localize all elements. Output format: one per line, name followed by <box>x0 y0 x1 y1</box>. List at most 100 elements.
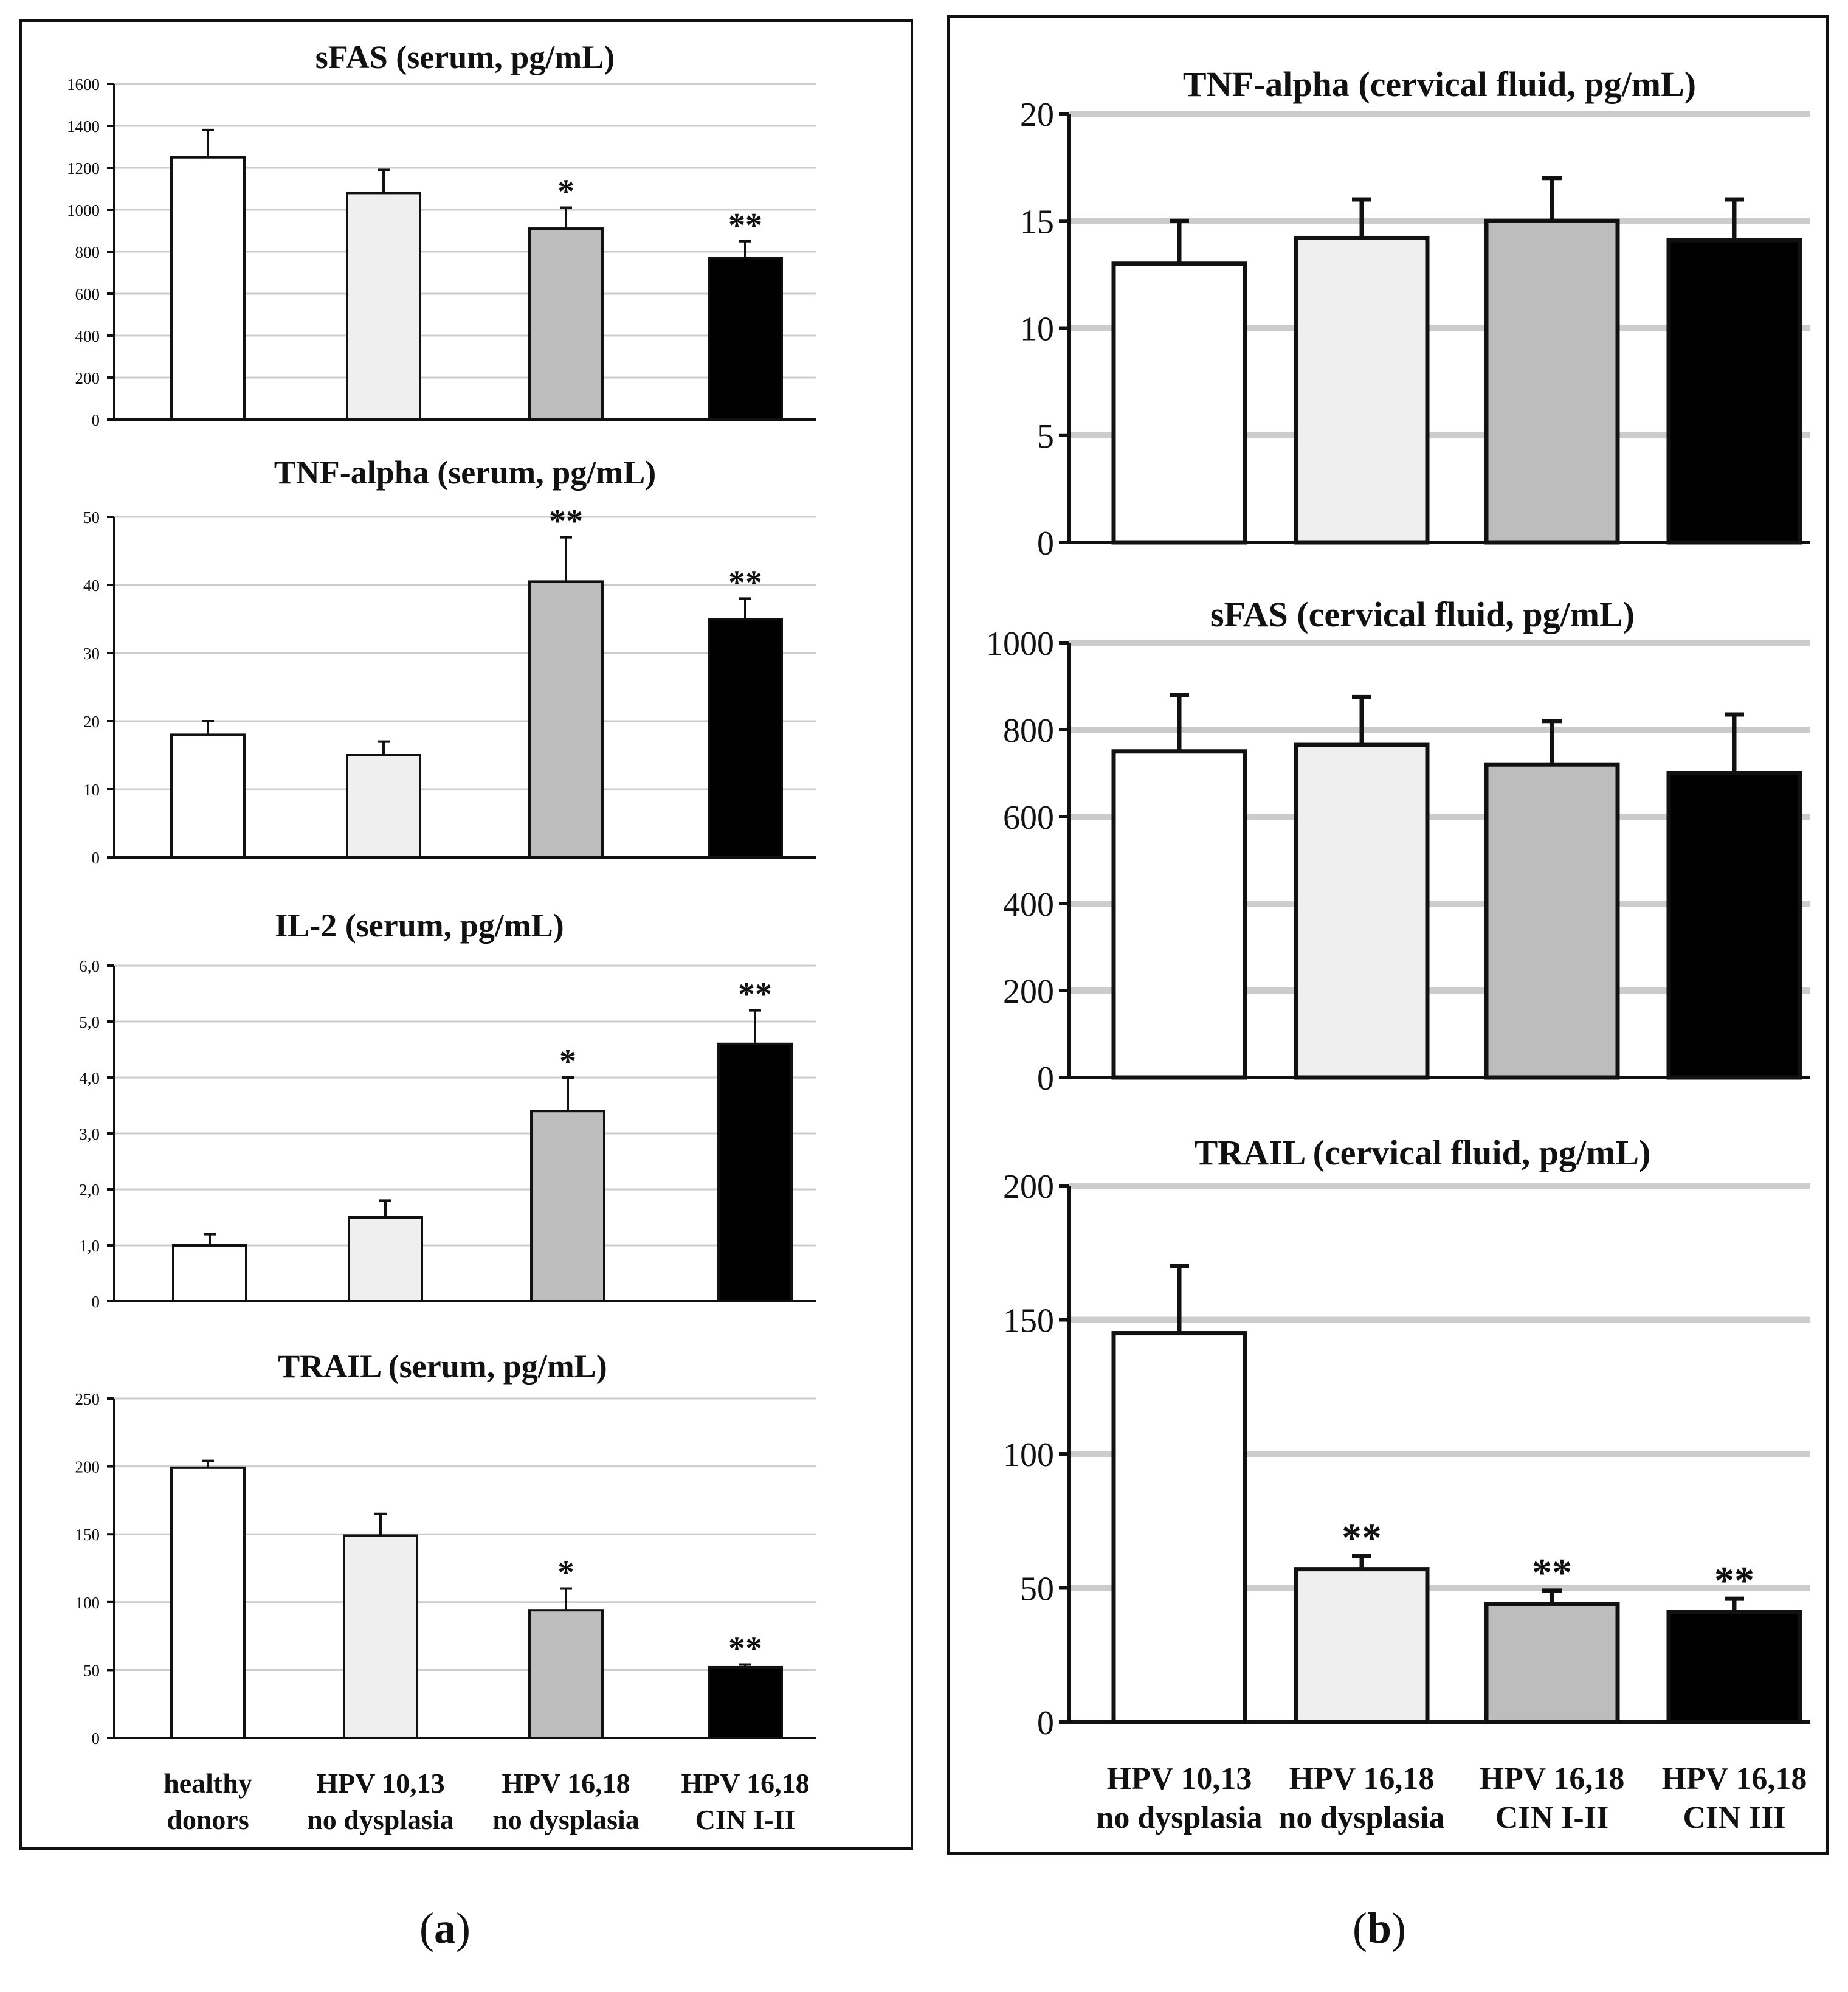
chart-a-1-ytick-label: 400 <box>75 327 100 345</box>
chart-b-7-xtick-label: no dysplasia <box>1278 1800 1444 1835</box>
chart-a-2-ytick-label: 40 <box>83 576 100 595</box>
chart-a-2-bar <box>708 618 783 859</box>
chart-a-1-significance-label: ** <box>728 207 762 244</box>
chart-a-4-ytick-label: 0 <box>92 1729 100 1748</box>
chart-a-4-xtick-label: donors <box>167 1804 249 1835</box>
chart-b-5-title: TNF-alpha (cervical fluid, pg/mL) <box>1183 64 1696 104</box>
caption-a-letter: a <box>433 1904 456 1952</box>
chart-b-6-bar <box>1484 762 1620 1080</box>
chart-b-5-ytick-label: 5 <box>1037 418 1054 455</box>
chart-a-3-ytick-label: 3,0 <box>79 1125 100 1143</box>
chart-b-5-bar <box>1111 261 1247 545</box>
chart-a-3-ytick-label: 1,0 <box>79 1237 100 1255</box>
chart-b-6-ytick-label: 1000 <box>986 625 1054 663</box>
chart-b-7-ytick-label: 50 <box>1020 1571 1054 1608</box>
chart-a-1-ytick-label: 600 <box>75 285 100 303</box>
chart-b-5-ytick-label: 0 <box>1037 525 1054 562</box>
chart-a-2-ytick-label: 0 <box>92 849 100 867</box>
chart-a-3-bar <box>530 1110 605 1302</box>
chart-b-7-significance-label: ** <box>1532 1551 1572 1595</box>
chart-a-1-bar <box>528 227 604 421</box>
chart-b-6-bar <box>1111 749 1247 1080</box>
chart-b-5-bar <box>1294 235 1430 545</box>
chart-a-4-ytick-label: 100 <box>75 1594 100 1612</box>
chart-b-6-ytick-label: 200 <box>1003 973 1054 1011</box>
chart-a-1-ytick-label: 200 <box>75 369 100 387</box>
chart-a-1-ytick-label: 0 <box>92 411 100 429</box>
chart-a-3-ytick-label: 2,0 <box>79 1181 100 1199</box>
chart-b-7-ytick-label: 150 <box>1003 1302 1054 1340</box>
chart-a-1-ytick-label: 1600 <box>67 75 100 94</box>
chart-a-1-ytick-label: 1200 <box>67 159 100 178</box>
chart-a-3-significance-label: * <box>559 1043 576 1081</box>
chart-a-2-ytick-label: 10 <box>83 781 100 799</box>
chart-b-6-ytick-label: 0 <box>1037 1060 1054 1098</box>
chart-a-4-xtick-label: CIN I-II <box>695 1804 796 1835</box>
chart-a-2-ytick-label: 30 <box>83 645 100 663</box>
chart-a-4-bar <box>170 1466 246 1740</box>
chart-a-3-significance-label: ** <box>738 976 772 1014</box>
chart-b-7-xtick-label: HPV 16,18 <box>1662 1762 1807 1796</box>
chart-a-4-ytick-label: 250 <box>75 1390 100 1408</box>
chart-b-7-ytick-label: 0 <box>1037 1704 1054 1742</box>
chart-b-6-bar <box>1666 771 1802 1080</box>
chart-b-7-bar <box>1111 1331 1247 1724</box>
chart-a-4-ytick-label: 50 <box>83 1661 100 1679</box>
caption-b: (b) <box>1353 1904 1407 1952</box>
chart-a-4-xtick-label: HPV 10,13 <box>316 1768 444 1799</box>
chart-a-4-xtick-label: HPV 16,18 <box>502 1768 630 1799</box>
chart-a-4-xtick-label: healthy <box>164 1768 252 1799</box>
chart-a-2-ytick-label: 50 <box>83 508 100 527</box>
chart-a-4-bar <box>528 1609 604 1739</box>
chart-b-6-title: sFAS (cervical fluid, pg/mL) <box>1210 595 1635 634</box>
chart-b-5-ytick-label: 20 <box>1020 96 1054 134</box>
chart-a-2-bar <box>528 580 604 859</box>
chart-a-1-bar <box>170 156 246 421</box>
chart-a-3-ytick-label: 0 <box>92 1293 100 1311</box>
chart-b-5-bar <box>1666 238 1802 545</box>
chart-a-1-significance-label: * <box>557 173 574 211</box>
caption-b-letter: b <box>1367 1904 1392 1952</box>
chart-b-7-bar <box>1484 1602 1620 1724</box>
chart-b-7-bar <box>1294 1567 1430 1724</box>
chart-b-7-xtick-label: CIN III <box>1683 1800 1785 1835</box>
chart-b-6-ytick-label: 400 <box>1003 886 1054 924</box>
chart-a-2-significance-label: ** <box>728 564 762 601</box>
chart-a-4-bar <box>343 1534 418 1739</box>
chart-a-1-bar <box>346 192 421 421</box>
chart-b-6-ytick-label: 800 <box>1003 712 1054 750</box>
chart-a-3-ytick-label: 6,0 <box>79 957 100 975</box>
chart-a-4-title: TRAIL (serum, pg/mL) <box>278 1348 607 1385</box>
chart-a-4-ytick-label: 150 <box>75 1526 100 1544</box>
chart-b-5-bar <box>1484 218 1620 545</box>
chart-a-1-bar <box>708 257 783 421</box>
chart-a-3-ytick-label: 4,0 <box>79 1069 100 1087</box>
chart-a-1-ytick-label: 800 <box>75 243 100 261</box>
chart-b-7-ytick-label: 100 <box>1003 1436 1054 1474</box>
chart-a-2-significance-label: ** <box>549 503 583 541</box>
chart-a-2-ytick-label: 20 <box>83 713 100 731</box>
chart-a-4-bar <box>708 1665 783 1740</box>
chart-a-2-bar <box>346 754 421 859</box>
chart-b-5-ytick-label: 15 <box>1020 203 1054 241</box>
chart-b-7-bar <box>1666 1610 1802 1724</box>
chart-a-2-title: TNF-alpha (serum, pg/mL) <box>274 454 657 491</box>
chart-a-3-bar <box>172 1244 247 1302</box>
chart-a-1-title: sFAS (serum, pg/mL) <box>315 39 615 75</box>
chart-a-1-ytick-label: 1000 <box>67 201 100 220</box>
chart-b-7-significance-label: ** <box>1342 1516 1382 1560</box>
caption-a: (a) <box>419 1904 471 1952</box>
chart-b-7-xtick-label: HPV 10,13 <box>1107 1762 1252 1796</box>
chart-a-4-ytick-label: 200 <box>75 1458 100 1476</box>
chart-a-4-xtick-label: HPV 16,18 <box>681 1768 809 1799</box>
chart-b-6-bar <box>1294 742 1430 1080</box>
chart-a-4-significance-label: ** <box>728 1630 762 1667</box>
chart-a-3-bar <box>348 1216 423 1302</box>
chart-b-7-ytick-label: 200 <box>1003 1168 1054 1206</box>
chart-a-4-significance-label: * <box>557 1554 574 1591</box>
chart-a-2-bar <box>170 733 246 859</box>
chart-a-4-xtick-label: no dysplasia <box>492 1804 640 1835</box>
chart-a-4-xtick-label: no dysplasia <box>307 1804 454 1835</box>
chart-a-3-bar <box>717 1042 793 1303</box>
